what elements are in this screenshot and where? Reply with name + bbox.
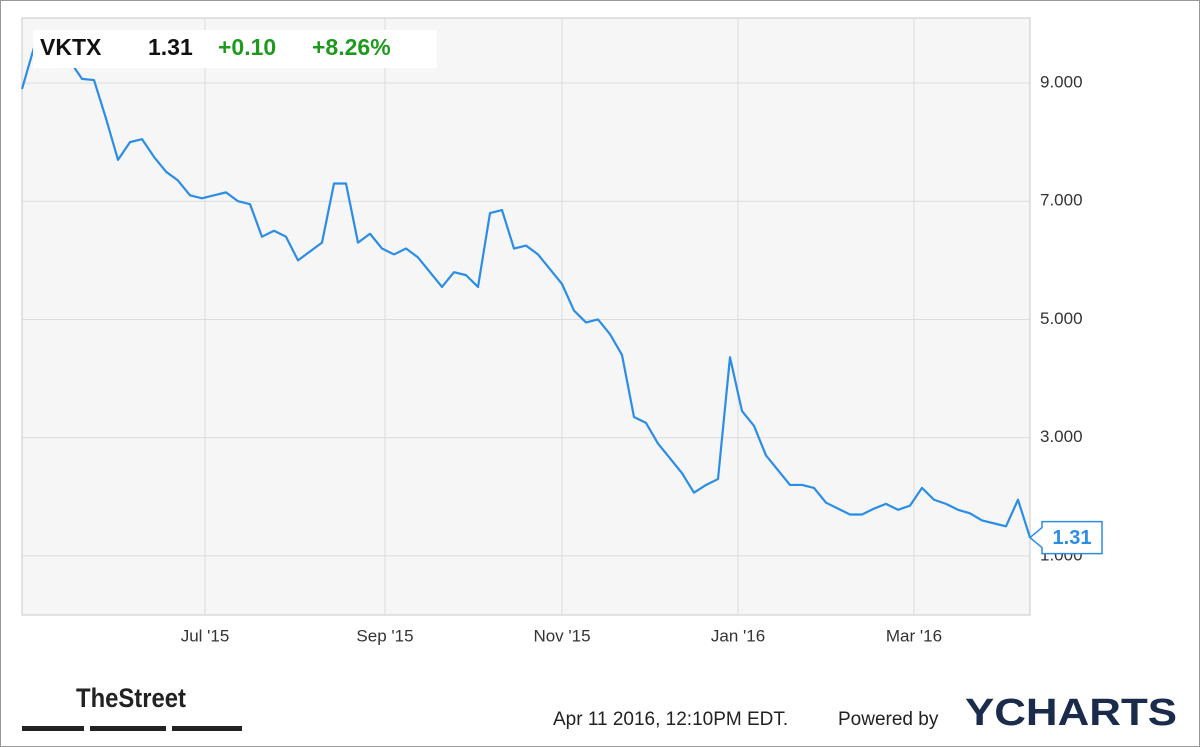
price: 1.31 xyxy=(148,34,193,60)
y-tick-label: 5.000 xyxy=(1040,309,1083,328)
x-tick-label: Jul '15 xyxy=(181,626,230,645)
series-layer xyxy=(20,46,1032,538)
x-tick-label: Jan '16 xyxy=(711,626,765,645)
logo-bar xyxy=(22,726,84,731)
header-box xyxy=(33,30,437,68)
logo-bar xyxy=(90,726,166,731)
timestamp: Apr 11 2016, 12:10PM EDT. xyxy=(553,709,788,730)
plot-area xyxy=(21,17,1031,616)
x-tick-label: Sep '15 xyxy=(356,626,413,645)
logo-bar xyxy=(172,726,242,731)
last-value-box xyxy=(1028,520,1103,555)
price-line xyxy=(20,46,1032,538)
y-tick-label: 3.000 xyxy=(1040,427,1083,446)
last-value-label: 1.31 xyxy=(1053,527,1092,549)
x-tick-label: Nov '15 xyxy=(533,626,590,645)
symbol: VKTX xyxy=(40,34,102,60)
x-tick-label: Mar '16 xyxy=(886,626,942,645)
y-tick-label: 9.000 xyxy=(1040,73,1083,92)
grid xyxy=(22,18,1030,615)
change-percent: +8.26% xyxy=(312,34,391,60)
brand-logo: YCHARTS xyxy=(965,692,1177,734)
source-logo: TheStreet xyxy=(76,683,186,713)
y-tick-label: 7.000 xyxy=(1040,191,1083,210)
change: +0.10 xyxy=(218,34,276,60)
powered-by: Powered by xyxy=(838,709,939,730)
